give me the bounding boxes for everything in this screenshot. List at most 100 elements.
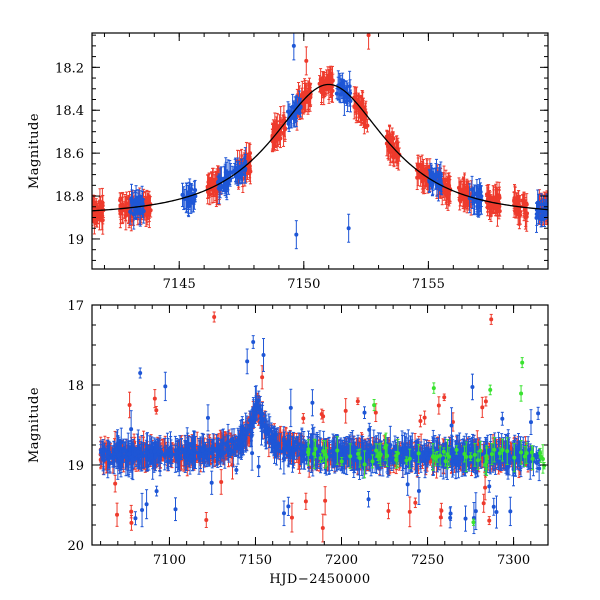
red-point [548,206,552,217]
blue-point [154,485,159,497]
blue-point [256,456,261,478]
blue-point [261,338,266,372]
blue-point [250,418,255,434]
blue-point [144,489,149,520]
blue-point [156,446,161,457]
red-point [115,502,120,527]
red-point [438,508,443,527]
green-point [306,448,311,457]
blue-point [494,495,499,529]
blue-point [500,411,505,426]
red-point [481,493,486,513]
blue-point [214,442,219,460]
red-point [391,131,396,146]
red-point [343,398,348,424]
blue-point [245,348,250,375]
red-point [204,511,209,528]
outlier-point [489,313,494,325]
bottom-plot-frame [91,304,549,546]
green-point [505,437,510,466]
green-point [524,442,529,464]
green-point [443,455,448,467]
y-tick-label: 20 [67,539,84,554]
green-point [321,440,326,463]
blue-point [294,436,299,460]
x-tick-label: 7200 [325,553,358,568]
blue-point [163,371,168,402]
green-point [394,451,399,461]
green-point [312,438,317,470]
blue-point [362,406,367,420]
red-point [124,191,129,205]
green-point [383,432,388,459]
blue-point [121,438,126,464]
red-point [513,186,518,215]
blue-point [391,441,396,461]
green-point [522,446,527,467]
blue-point [420,444,425,463]
red-point [361,97,366,128]
blue-point [278,433,283,470]
y-tick-label: 19 [67,233,84,248]
red-point [328,67,333,99]
red-point [549,197,553,223]
blue-point [183,439,188,460]
y-tick-label: 18 [67,379,84,394]
blue-point [410,432,415,468]
blue-point [471,501,476,535]
blue-point [180,182,185,208]
blue-point [98,444,103,457]
blue-point [146,444,151,468]
blue-point [129,189,134,215]
blue-point [118,440,123,478]
blue-point [507,459,512,468]
blue-point [192,431,197,470]
x-tick-label: 7100 [153,553,186,568]
blue-point [110,449,115,468]
red-point [355,397,360,406]
green-point [372,399,377,412]
blue-point [428,162,433,184]
blue-point [124,448,129,468]
red-point [549,193,553,221]
blue-point [135,444,140,459]
blue-point [179,438,184,461]
red-point [443,181,448,205]
blue-point [209,470,214,495]
blue-point [253,401,258,416]
red-point [113,474,118,493]
blue-point [310,424,315,463]
red-point [127,391,132,419]
blue-point [344,435,349,459]
x-tick-label: 7250 [411,553,444,568]
blue-point [185,427,190,466]
blue-point [297,98,302,114]
green-point [519,439,524,465]
blue-point [243,154,248,172]
blue-point [152,442,157,461]
bottom-data-points [98,311,547,543]
blue-point [128,198,133,225]
blue-point [347,85,352,102]
blue-point [487,449,492,474]
blue-point [303,440,308,456]
red-point [323,486,328,516]
red-point [270,131,275,152]
blue-point [197,448,202,461]
blue-point [140,492,145,528]
green-point [323,440,328,469]
blue-point [140,444,145,469]
green-point [497,447,502,460]
blue-point [315,436,320,469]
red-point [407,496,412,528]
red-point [522,195,527,214]
red-point [303,492,308,510]
top-model-curve [92,83,548,212]
blue-point [205,404,210,432]
bottom-panel: 7100 7150 7200 7250 7300 17 18 19 20 Magnitude H… [27,299,549,587]
red-point [352,93,357,120]
blue-point [251,335,256,349]
blue-point [133,446,138,462]
blue-point [438,171,443,191]
red-point [365,118,370,133]
